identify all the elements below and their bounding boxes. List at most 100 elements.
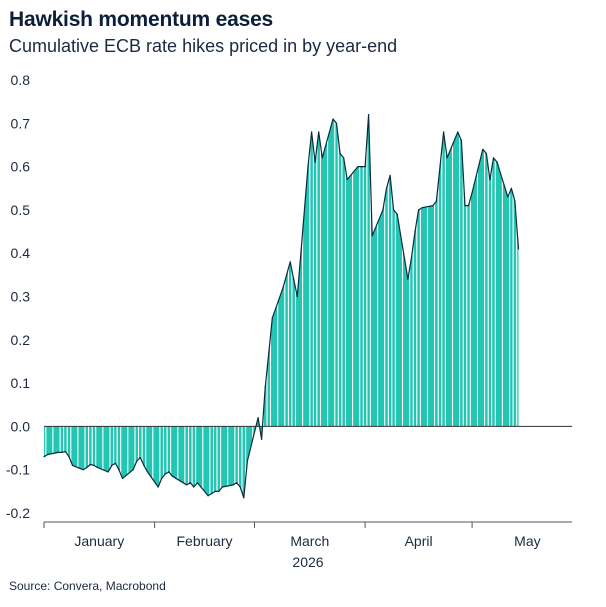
data-point [93, 464, 95, 466]
data-point [146, 471, 149, 473]
y-tick-label: 0.0 [11, 418, 31, 434]
data-point [482, 148, 484, 150]
data-point [232, 484, 234, 486]
data-point [510, 187, 512, 189]
data-point [414, 231, 416, 233]
source-note: Source: Convera, Macrobond [9, 579, 166, 593]
data-point [236, 482, 238, 484]
y-tick-label: 0.3 [11, 289, 31, 305]
data-point [86, 466, 88, 469]
y-tick-label: 0.5 [11, 202, 31, 218]
data-point [207, 495, 209, 497]
data-point [296, 295, 298, 298]
data-point [382, 209, 384, 211]
data-point [492, 157, 495, 159]
data-point [246, 460, 248, 462]
data-point [460, 140, 462, 142]
data-point [136, 460, 138, 462]
series-area [44, 114, 519, 498]
chart-svg: 0.8 0.7 0.6 0.5 0.4 0.3 0.2 0.1 0.0 -0.1 -0.2 Janua… [6, 72, 572, 570]
data-point [457, 131, 459, 133]
data-point [214, 490, 216, 492]
data-point [286, 274, 288, 276]
x-tick-label: January [74, 533, 124, 549]
y-tick-label: 0.4 [11, 245, 31, 261]
data-point [371, 235, 373, 237]
x-tick-label: May [514, 533, 540, 549]
data-point [346, 179, 348, 181]
y-tick-label: -0.2 [6, 505, 30, 521]
data-point [339, 153, 341, 155]
data-point [282, 287, 284, 289]
y-tick-label: -0.1 [6, 462, 30, 478]
data-point [293, 278, 295, 280]
data-point [57, 451, 59, 453]
data-point [107, 471, 109, 473]
data-point [271, 317, 273, 319]
data-point [307, 166, 309, 168]
data-point [64, 450, 66, 453]
data-point [485, 153, 487, 155]
data-point [114, 462, 116, 464]
data-point [71, 464, 74, 466]
data-point [289, 261, 291, 263]
y-tick-label: 0.6 [11, 159, 31, 175]
data-point [364, 166, 366, 168]
data-point [321, 157, 323, 159]
data-point [407, 278, 409, 280]
x-tick-label: March [290, 533, 329, 549]
data-point [393, 209, 395, 211]
data-point [189, 482, 191, 484]
chart-subtitle: Cumulative ECB rate hikes priced in by y… [9, 36, 398, 56]
area-stripes [45, 121, 518, 495]
data-point [496, 161, 498, 163]
data-point [221, 486, 223, 488]
data-point [507, 196, 509, 198]
y-tick-label: 0.2 [11, 332, 31, 348]
data-point [311, 131, 313, 133]
data-point [261, 438, 263, 440]
data-point [139, 457, 141, 459]
data-point [257, 417, 259, 419]
data-point [89, 463, 91, 466]
data-point [61, 451, 63, 453]
data-point [439, 166, 441, 168]
data-point [111, 464, 113, 466]
data-point [332, 118, 334, 120]
data-point [118, 469, 120, 471]
data-point [157, 486, 159, 488]
data-point [357, 166, 359, 168]
data-point [47, 453, 49, 456]
data-point [517, 248, 520, 250]
data-point [186, 484, 188, 486]
data-point [335, 122, 338, 124]
data-point [421, 207, 423, 209]
data-point [143, 464, 145, 466]
data-point [432, 205, 434, 207]
data-point [360, 166, 363, 168]
data-point [446, 157, 448, 159]
data-point [443, 131, 445, 133]
data-point [96, 466, 99, 469]
data-point [161, 477, 163, 479]
data-point [132, 469, 134, 471]
data-point [68, 456, 70, 458]
data-point [264, 386, 266, 388]
data-point [368, 114, 370, 116]
data-point [314, 161, 316, 163]
data-point [82, 469, 84, 471]
data-point [121, 477, 124, 479]
data-point [239, 486, 241, 488]
data-point [196, 482, 198, 484]
data-point [467, 205, 470, 207]
y-tick-label: 0.7 [11, 115, 31, 131]
y-tick-label: 0.8 [11, 72, 31, 88]
x-tick-label: April [405, 533, 433, 549]
data-point [43, 456, 45, 458]
chart-title: Hawkish momentum eases [9, 8, 274, 31]
series-line [43, 114, 520, 499]
data-point [171, 475, 173, 477]
data-point [182, 482, 184, 484]
data-point [385, 187, 388, 189]
x-year-label: 2026 [292, 554, 323, 570]
